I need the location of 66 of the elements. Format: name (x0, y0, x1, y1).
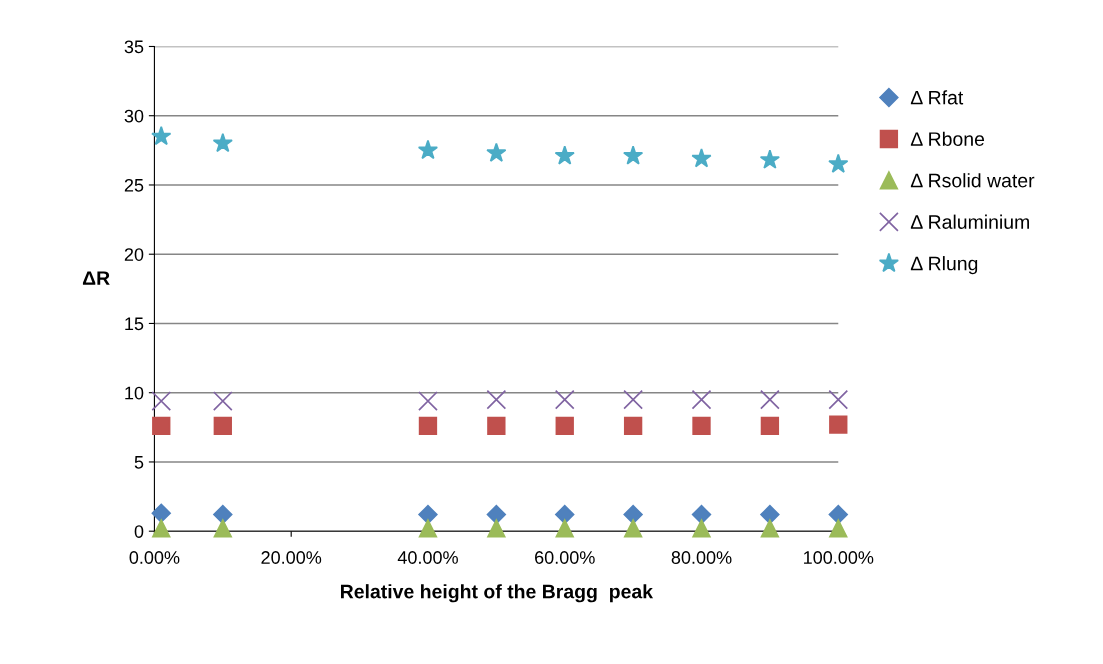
point (554, 145, 575, 165)
point (212, 132, 233, 153)
point (555, 504, 575, 525)
point (152, 519, 171, 538)
point (151, 125, 172, 146)
legend-label: Δ Rfat (910, 90, 964, 105)
point (623, 416, 643, 436)
point (152, 416, 171, 436)
point (213, 519, 232, 538)
point (418, 416, 438, 436)
point (623, 519, 643, 538)
point (623, 504, 643, 525)
point (829, 519, 848, 538)
x-tick-label: 20.00% (261, 551, 322, 564)
point (487, 416, 506, 436)
point (828, 389, 849, 410)
x-tick-label: 80.00% (671, 551, 732, 564)
point (829, 415, 848, 434)
x-axis-title: Relative height of the Bragg peak (341, 584, 654, 603)
y-tick-label: 10 (125, 386, 144, 400)
point (555, 416, 574, 436)
point (418, 504, 438, 525)
legend-label: Δ Rsolid water (910, 173, 1035, 188)
point (486, 142, 507, 162)
y-axis-title: ΔR (82, 271, 110, 285)
point (691, 504, 712, 525)
y-tick-label: 0 (134, 525, 144, 538)
point (212, 391, 233, 411)
point (151, 503, 171, 523)
point (691, 148, 712, 168)
legend-label: Δ Rlung (910, 256, 978, 275)
point (418, 391, 438, 411)
point (486, 504, 507, 525)
point (760, 389, 780, 410)
legend-label: Δ Raluminium (910, 214, 1029, 229)
point (555, 519, 574, 538)
point (760, 519, 780, 538)
x-tick-label: 0.00% (129, 551, 180, 564)
y-tick-label: 15 (125, 317, 144, 331)
point (213, 416, 232, 436)
point (828, 504, 848, 525)
point (623, 145, 644, 165)
point (418, 519, 438, 538)
point (828, 153, 849, 173)
point (486, 389, 507, 410)
y-tick-label: 25 (124, 178, 144, 192)
point (692, 416, 711, 436)
legend-label: Δ Rbone (910, 131, 985, 146)
y-tick-label: 35 (124, 40, 144, 54)
y-tick-label: 30 (124, 109, 144, 123)
x-tick-label: 40.00% (397, 551, 458, 564)
point (623, 389, 643, 410)
point (759, 149, 780, 169)
x-tick-label: 100.00% (804, 551, 874, 564)
y-tick-label: 5 (134, 456, 144, 469)
point (151, 391, 172, 411)
point (417, 139, 439, 160)
point (760, 416, 780, 436)
point (760, 504, 780, 525)
point (487, 519, 506, 538)
point (554, 389, 575, 410)
point (213, 504, 233, 525)
point (691, 389, 712, 410)
x-tick-label: 60.00% (535, 551, 595, 564)
y-tick-label: 20 (124, 248, 144, 261)
point (692, 519, 711, 538)
